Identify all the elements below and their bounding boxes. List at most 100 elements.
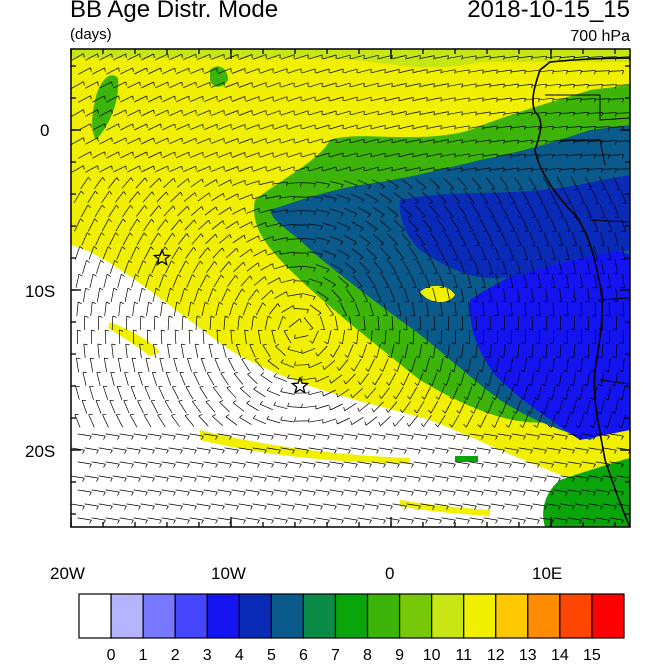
colorbar-box: [335, 594, 367, 638]
colorbar-box: [464, 594, 496, 638]
wind-barb-feather: [147, 68, 148, 72]
colorbar-label: 5: [267, 647, 276, 664]
shaded-field: [71, 49, 630, 527]
wind-barb-feather: [161, 68, 162, 72]
wind-barb-feather: [441, 126, 442, 130]
wind-barb-feather: [600, 273, 604, 274]
wind-barb-feather: [441, 70, 442, 74]
colorbar-box: [303, 594, 335, 638]
wind-barb-feather: [581, 203, 585, 204]
wind-barb-feather: [103, 414, 107, 415]
colorbar-label: 7: [331, 647, 340, 664]
wind-barb-feather: [126, 166, 127, 170]
wind-barb-feather: [161, 152, 162, 156]
colorbar-label: 6: [299, 647, 308, 664]
colorbar-label: 13: [519, 647, 537, 664]
colorbar-label: 4: [235, 647, 244, 664]
colorbar-box: [592, 594, 624, 638]
wind-barb-feather: [490, 245, 494, 246]
wind-barb-feather: [154, 54, 155, 58]
y-tick-label: 0: [40, 121, 49, 140]
colorbar-label: 15: [583, 647, 601, 664]
colorbar-label: 12: [487, 647, 505, 664]
wind-barb-feather: [126, 138, 127, 142]
wind-barb-feather: [441, 154, 442, 158]
wind-barb-feather: [147, 96, 148, 100]
wind-barb-feather: [602, 189, 606, 190]
wind-barb-feather: [133, 152, 134, 156]
wind-barb-feather: [140, 110, 141, 114]
colorbar-box: [271, 594, 303, 638]
colorbar-box: [528, 594, 560, 638]
map-title: BB Age Distr. Mode: [70, 0, 278, 24]
y-tick-label: 20S: [25, 442, 55, 461]
wind-barb-feather: [434, 273, 438, 274]
wind-barb-feather: [154, 110, 155, 114]
wind-barb-feather: [194, 372, 198, 373]
x-tick-label: 10W: [211, 564, 246, 583]
wind-barb-feather: [154, 82, 155, 86]
colorbar-box: [111, 594, 143, 638]
wind-barb-feather: [330, 406, 331, 410]
wind-barb-feather: [616, 189, 620, 190]
colorbar-label: 2: [171, 647, 180, 664]
colorbar-box: [432, 594, 464, 638]
wind-barb-feather: [511, 231, 515, 232]
wind-barb-feather: [126, 82, 127, 86]
colorbar-box: [207, 594, 239, 638]
colorbar-label: 1: [139, 647, 148, 664]
wind-barb-feather: [147, 152, 148, 156]
wind-barb-feather: [133, 124, 134, 128]
colorbar-label: 14: [551, 647, 569, 664]
wind-barb-feather: [323, 392, 324, 396]
colorbar-label: 3: [203, 647, 212, 664]
wind-barb-feather: [161, 124, 162, 128]
datetime-label: 2018-10-15_15: [467, 0, 630, 24]
wind-barb-feather: [140, 82, 141, 86]
wind-barb-feather: [140, 54, 141, 58]
wind-barb-feather: [567, 203, 571, 204]
wind-barb-feather: [525, 231, 529, 232]
colorbar-box: [560, 594, 592, 638]
colorbar-box: [79, 594, 111, 638]
green-patch-south: [455, 456, 478, 462]
wind-barb-feather: [399, 287, 403, 288]
colorbar-label: 8: [363, 647, 372, 664]
wind-barb-feather: [147, 124, 148, 128]
wind-barb-feather: [455, 259, 459, 260]
colorbar-box: [496, 594, 528, 638]
wind-barb-feather: [138, 400, 142, 401]
colorbar-box: [175, 594, 207, 638]
wind-barb-feather: [133, 96, 134, 100]
colorbar-box: [239, 594, 271, 638]
pressure-level-label: 700 hPa: [570, 28, 630, 46]
wind-barb-feather: [154, 138, 155, 142]
colorbar-label: 11: [455, 647, 472, 664]
wind-barb-feather: [343, 315, 347, 316]
x-tick-label: 10E: [532, 564, 562, 583]
y-tick-label: 10S: [25, 282, 55, 301]
wind-barb-feather: [154, 166, 155, 170]
wind-barb-feather: [441, 98, 442, 102]
colorbar-box: [368, 594, 400, 638]
wind-barb-feather: [337, 420, 338, 424]
colorbar-box: [143, 594, 175, 638]
colorbar-label: 9: [395, 647, 404, 664]
colorbar-label: 0: [107, 647, 116, 664]
units-label: (days): [70, 26, 112, 43]
colorbar-label: 10: [423, 647, 441, 664]
wind-barb-feather: [546, 217, 550, 218]
wind-barb-feather: [126, 110, 127, 114]
wind-barb-feather: [133, 68, 134, 72]
x-tick-label: 0: [385, 564, 394, 583]
wind-barb-feather: [140, 138, 141, 142]
wind-barb-feather: [116, 414, 120, 415]
wind-barb-feather: [161, 96, 162, 100]
wind-barb-feather: [140, 166, 141, 170]
colorbar-box: [400, 594, 432, 638]
x-tick-label: 20W: [50, 564, 85, 583]
wind-barb-feather: [126, 54, 127, 58]
